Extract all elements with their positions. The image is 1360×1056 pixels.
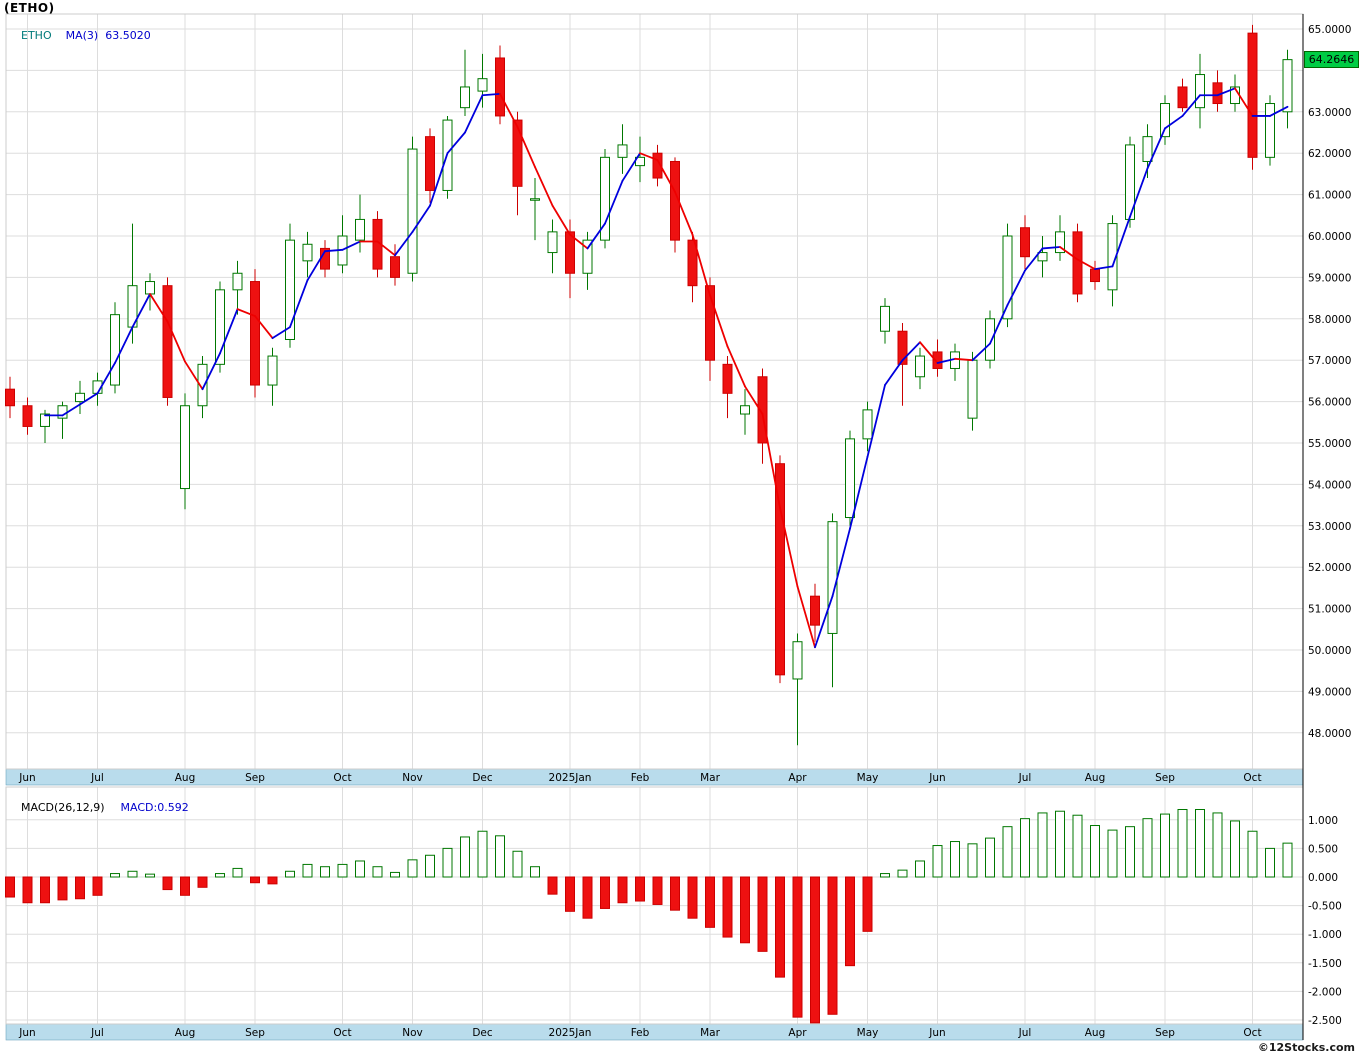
month-bands: Jun Jun Jul Jul Aug Aug Sep Sep Oct Oct Nov Nov Dec D…	[5, 768, 1304, 1041]
ma-label: MA(3) 63.5020	[65, 29, 151, 42]
svg-text:Nov: Nov	[402, 1027, 423, 1039]
svg-text:65.0000: 65.0000	[1308, 24, 1351, 36]
svg-text:Jul: Jul	[90, 772, 104, 784]
svg-text:Feb: Feb	[631, 1027, 650, 1039]
svg-text:Mar: Mar	[700, 1027, 720, 1039]
svg-text:Oct: Oct	[1243, 1027, 1261, 1039]
svg-text:Jul: Jul	[1018, 772, 1032, 784]
svg-text:May: May	[857, 772, 879, 784]
svg-text:54.0000: 54.0000	[1308, 479, 1351, 491]
main-chart-legend: ETHO MA(3) 63.5020	[7, 16, 151, 55]
svg-text:Nov: Nov	[402, 772, 423, 784]
svg-text:Sep: Sep	[245, 772, 265, 784]
svg-text:Sep: Sep	[1155, 772, 1175, 784]
svg-text:Jun: Jun	[928, 772, 945, 784]
macd-legend: MACD(26,12,9) MACD:0.592	[7, 788, 189, 827]
svg-text:48.0000: 48.0000	[1308, 728, 1351, 740]
svg-text:62.0000: 62.0000	[1308, 148, 1351, 160]
svg-text:-1.000: -1.000	[1308, 929, 1342, 941]
svg-text:Mar: Mar	[700, 772, 720, 784]
svg-text:Jun: Jun	[928, 1027, 945, 1039]
svg-text:Oct: Oct	[1243, 772, 1261, 784]
svg-text:2025Jan: 2025Jan	[549, 772, 592, 784]
svg-text:Dec: Dec	[472, 772, 493, 784]
svg-text:0.500: 0.500	[1308, 843, 1338, 855]
axis-labels: 65.0000 63.0000 62.0000 61.0000 60.0000 59.00…	[1308, 24, 1351, 1027]
symbol-label: ETHO	[21, 29, 52, 42]
svg-text:Oct: Oct	[333, 772, 351, 784]
svg-text:Jul: Jul	[90, 1027, 104, 1039]
svg-text:Jun: Jun	[18, 1027, 35, 1039]
svg-text:55.0000: 55.0000	[1308, 438, 1351, 450]
svg-text:-1.500: -1.500	[1308, 958, 1342, 970]
svg-text:51.0000: 51.0000	[1308, 604, 1351, 616]
svg-text:59.0000: 59.0000	[1308, 272, 1351, 284]
svg-text:Apr: Apr	[788, 772, 807, 784]
svg-text:0.000: 0.000	[1308, 872, 1338, 884]
svg-text:52.0000: 52.0000	[1308, 562, 1351, 574]
svg-text:-2.500: -2.500	[1308, 1015, 1342, 1027]
svg-text:May: May	[857, 1027, 879, 1039]
svg-text:Apr: Apr	[788, 1027, 807, 1039]
svg-text:Feb: Feb	[631, 772, 650, 784]
svg-text:1.000: 1.000	[1308, 815, 1338, 827]
svg-text:53.0000: 53.0000	[1308, 521, 1351, 533]
svg-text:60.0000: 60.0000	[1308, 231, 1351, 243]
svg-text:Aug: Aug	[1085, 772, 1106, 784]
svg-text:49.0000: 49.0000	[1308, 686, 1351, 698]
svg-text:58.0000: 58.0000	[1308, 314, 1351, 326]
macd-histogram	[5, 809, 1293, 1024]
svg-text:Sep: Sep	[245, 1027, 265, 1039]
svg-text:Oct: Oct	[333, 1027, 351, 1039]
svg-text:-0.500: -0.500	[1308, 901, 1342, 913]
svg-text:56.0000: 56.0000	[1308, 397, 1351, 409]
svg-text:-2.000: -2.000	[1308, 986, 1342, 998]
svg-text:Dec: Dec	[472, 1027, 493, 1039]
svg-text:61.0000: 61.0000	[1308, 190, 1351, 202]
page-title: (ETHO)	[4, 1, 55, 15]
gridlines	[6, 14, 1303, 1024]
svg-text:Jun: Jun	[18, 772, 35, 784]
svg-text:2025Jan: 2025Jan	[549, 1027, 592, 1039]
svg-text:63.0000: 63.0000	[1308, 107, 1351, 119]
ma-line	[44, 87, 1289, 649]
svg-text:Jul: Jul	[1018, 1027, 1032, 1039]
macd-params-label: MACD(26,12,9)	[21, 801, 105, 814]
svg-text:Aug: Aug	[175, 772, 196, 784]
copyright-link[interactable]: ©12Stocks.com	[1257, 1041, 1355, 1054]
svg-text:Sep: Sep	[1155, 1027, 1175, 1039]
svg-text:50.0000: 50.0000	[1308, 645, 1351, 657]
svg-text:Aug: Aug	[175, 1027, 196, 1039]
last-price-badge: 64.2646	[1304, 51, 1359, 68]
svg-text:57.0000: 57.0000	[1308, 355, 1351, 367]
candles	[5, 24, 1293, 746]
svg-text:Aug: Aug	[1085, 1027, 1106, 1039]
macd-value-label: MACD:0.592	[120, 801, 189, 814]
